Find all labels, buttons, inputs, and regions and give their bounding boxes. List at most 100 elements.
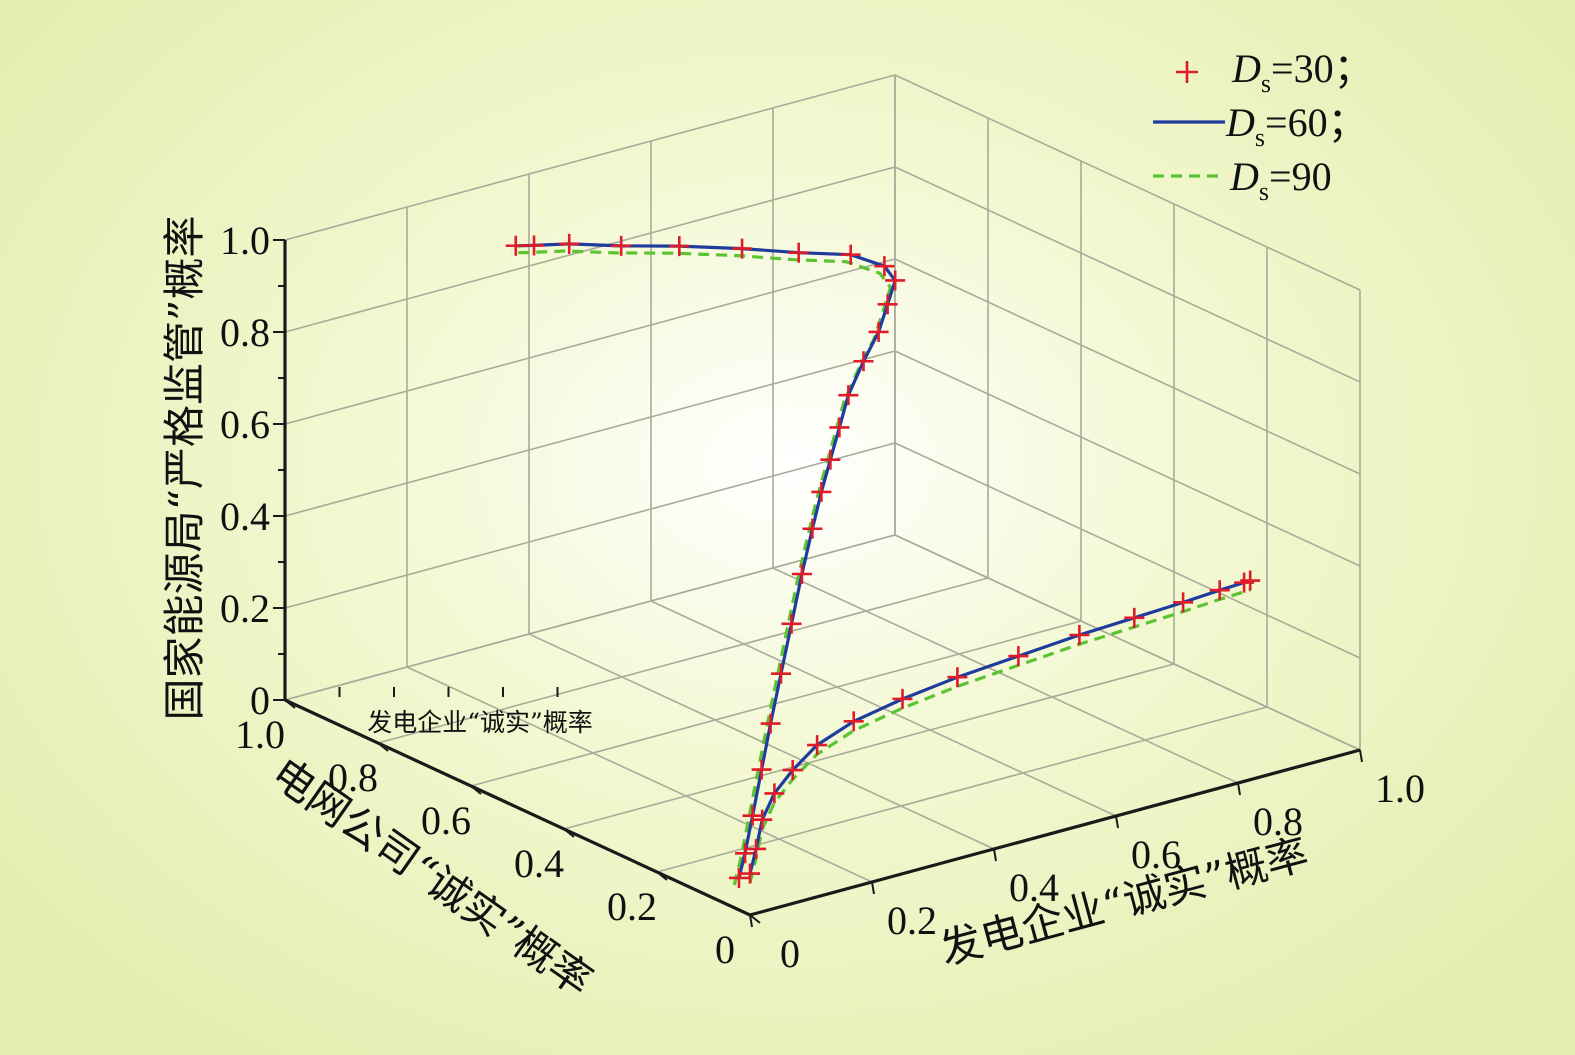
x-tick-label-1: 0.2	[887, 898, 937, 943]
marker-ds30-inset-2	[752, 809, 773, 830]
marker-ds30-inset-8	[947, 667, 968, 688]
marker-ds30-main-8	[802, 518, 823, 539]
z-tick-label-5: 1.0	[220, 218, 270, 263]
x-tick-label-0: 0	[780, 931, 800, 976]
marker-ds30-main-19	[788, 242, 809, 263]
grid-side-horizontal-4	[894, 166, 1361, 383]
x-tick-label-2: 0.4	[1009, 865, 1059, 910]
marker-ds30-main-10	[820, 449, 841, 470]
marker-ds30-main-14	[868, 321, 889, 342]
marker-ds30-main-12	[838, 385, 859, 406]
marker-ds30-main-24	[524, 235, 545, 256]
marker-ds30-main-3	[751, 759, 772, 780]
marker-ds30-main-0	[728, 867, 749, 888]
x-tick-label-3: 0.6	[1131, 832, 1181, 877]
grid-back-horizontal-3	[284, 258, 896, 425]
axis-layer: 00.20.40.60.81.000.20.40.60.81.000.20.40…	[220, 218, 1425, 976]
marker-ds30-main-20	[732, 238, 753, 259]
y-tick-label-1: 0.2	[607, 884, 657, 929]
y-tick-1	[656, 871, 668, 881]
marker-ds30-main-13	[853, 351, 874, 372]
marker-ds30-inset-1	[746, 838, 767, 859]
z-axis-label: 国家能源局“严格监管”概率	[160, 216, 209, 721]
series-ds90-inset	[748, 588, 1251, 884]
marker-ds30-inset-10	[1069, 625, 1090, 645]
z-tick-label-3: 0.6	[220, 402, 270, 447]
x-tick-4	[1237, 782, 1241, 796]
z-axis-title: 国家能源局“严格监管”概率	[160, 216, 209, 721]
y-tick-4	[377, 742, 389, 752]
legend-item-ds90: Ds=90	[1153, 154, 1332, 206]
series-ds60-main	[515, 242, 897, 879]
marker-ds30-inset-9	[1008, 646, 1029, 667]
legend-label-ds90: Ds=90	[1229, 154, 1332, 206]
marker-ds30-inset-15	[1240, 570, 1261, 591]
grid-side-horizontal-5	[894, 74, 1361, 291]
marker-ds30-inset-5	[807, 735, 828, 756]
marker-ds30-inset-0	[740, 863, 760, 884]
legend: Ds=30； Ds=60； Ds=90	[1153, 46, 1374, 206]
grid-floor-x-4	[772, 567, 1239, 784]
x-tick-label-4: 0.8	[1253, 799, 1303, 844]
marker-ds30-main-25	[505, 235, 526, 256]
marker-ds30-inset-4	[782, 760, 803, 781]
grid-floor-y-4	[377, 577, 989, 744]
x-tick-0	[749, 914, 753, 928]
marker-ds30-main-18	[840, 244, 861, 265]
marker-ds30-inset-13	[1209, 580, 1230, 601]
marker-ds30-main-23	[559, 233, 580, 254]
grid-floor-y-2	[563, 663, 1175, 830]
y-axis-line	[284, 698, 751, 917]
legend-item-ds30: Ds=30；	[1176, 46, 1374, 98]
y-tick-3	[470, 785, 482, 795]
y-tick-5	[284, 699, 296, 709]
grid-side-horizontal-3	[894, 258, 1361, 475]
marker-ds30-main-16	[885, 270, 906, 291]
y-tick-2	[563, 828, 575, 838]
grid-side-horizontal-1	[894, 442, 1361, 659]
grid-back-horizontal-5	[284, 74, 896, 241]
y-tick-0	[749, 914, 761, 924]
series-ds90-main	[511, 249, 893, 886]
grid-floor-x-1	[406, 666, 873, 883]
y-tick-label-0: 0	[715, 927, 735, 972]
grid-floor-x-5	[894, 534, 1361, 751]
grid-back-horizontal-4	[284, 166, 896, 333]
marker-ds30-main-2	[742, 805, 763, 826]
inset-axis-label: 发电企业“诚实”概率	[367, 708, 593, 737]
y-tick-label-2: 0.4	[514, 841, 564, 886]
marker-ds30-inset-6	[843, 711, 864, 732]
z-tick-label-0: 0	[250, 678, 270, 723]
legend-label-ds60: Ds=60；	[1225, 100, 1368, 152]
z-tick-label-4: 0.8	[220, 310, 270, 355]
series-layer	[505, 233, 1261, 888]
y-tick-label-3: 0.6	[421, 798, 471, 843]
grid-floor-x-2	[528, 633, 995, 850]
y-tick-label-4: 0.8	[328, 755, 378, 800]
marker-ds30-main-17	[874, 256, 895, 277]
marker-ds30-main-15	[877, 294, 898, 315]
grid-floor-y-5	[284, 534, 896, 701]
marker-ds30-main-4	[760, 713, 781, 734]
marker-ds30-main-21	[669, 236, 690, 257]
marker-ds30-main-22	[611, 235, 632, 256]
marker-ds30-inset-3	[764, 783, 785, 804]
marker-ds30-inset-12	[1173, 592, 1194, 613]
legend-label-ds30: Ds=30；	[1231, 46, 1374, 98]
marker-ds30-main-1	[735, 843, 756, 864]
x-tick-label-5: 1.0	[1375, 766, 1425, 811]
x-axis-line	[749, 748, 1361, 917]
x-tick-3	[1115, 815, 1119, 829]
x-tick-5	[1359, 749, 1363, 763]
x-tick-2	[993, 848, 997, 862]
legend-item-ds60: Ds=60；	[1153, 100, 1368, 152]
marker-ds30-main-5	[771, 663, 792, 684]
x-tick-1	[871, 881, 875, 895]
marker-ds30-main-6	[781, 613, 802, 634]
grid-back-horizontal-2	[284, 350, 896, 517]
z-tick-label-1: 0.2	[220, 586, 270, 631]
y-tick-label-5: 1.0	[235, 712, 285, 757]
grid-back-horizontal-1	[284, 442, 896, 609]
series-ds60-inset	[748, 578, 1251, 874]
